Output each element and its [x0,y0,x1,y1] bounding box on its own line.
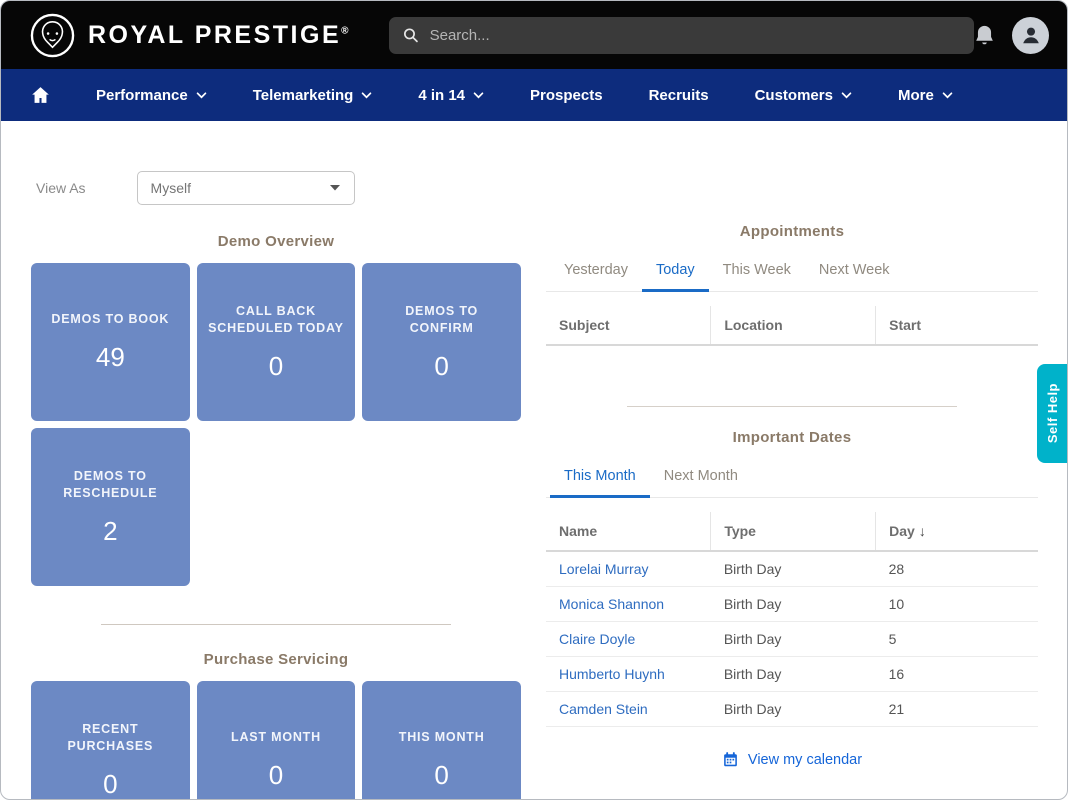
demo-overview-title: Demo Overview [217,233,335,250]
main-nav: Performance Telemarketing 4 in 14 Prospe… [1,69,1067,121]
chevron-down-icon [841,91,852,98]
view-as-row: View As Myself [36,171,1067,205]
column-header-start[interactable]: Start [875,306,1038,346]
contact-link[interactable]: Camden Stein [546,691,711,727]
divider [101,624,451,625]
appointments-title: Appointments [739,223,845,240]
divider [627,406,957,407]
notifications-bell-icon[interactable] [974,24,995,47]
card-this-month[interactable]: THIS MONTH 0 [362,681,521,799]
top-header: ROYAL PRESTIGE® [1,1,1067,69]
demo-overview-cards: DEMOS TO BOOK 49 CALL BACK SCHEDULED TOD… [31,263,521,586]
date-type: Birth Day [710,656,876,692]
search-icon [403,28,418,43]
column-header-day[interactable]: Day ↓ [875,512,1038,552]
date-day: 28 [875,551,1038,587]
important-dates-title: Important Dates [732,429,852,446]
header-actions [974,16,1049,54]
tab-next-month[interactable]: Next Month [663,468,738,484]
tab-next-week[interactable]: Next Week [818,262,890,278]
self-help-tab[interactable]: Self Help [1037,364,1067,463]
sort-descending-icon: ↓ [918,523,926,539]
tab-this-week[interactable]: This Week [722,262,791,278]
view-as-label: View As [36,180,86,196]
card-demos-to-book[interactable]: DEMOS TO BOOK 49 [31,263,190,421]
column-header-subject[interactable]: Subject [546,306,711,346]
person-icon [1022,27,1039,44]
date-day: 21 [875,691,1038,727]
purchase-servicing-cards: RECENT PURCHASES 0 LAST MONTH 0 THIS MON… [31,681,521,799]
user-avatar[interactable] [1012,16,1049,54]
date-type: Birth Day [710,551,876,587]
nav-performance[interactable]: Performance [96,87,207,104]
chevron-down-icon [942,91,953,98]
tab-this-month[interactable]: This Month [550,459,650,498]
card-demos-to-reschedule[interactable]: DEMOS TO RESCHEDULE 2 [31,428,190,586]
chevron-down-icon [196,91,207,98]
important-dates-table: Name Type Day ↓ Lorelai Murray Birth Day … [546,512,1038,727]
view-my-calendar-link[interactable]: View my calendar [546,751,1038,768]
home-icon [32,87,49,103]
purchase-servicing-title: Purchase Servicing [203,651,349,668]
tab-today[interactable]: Today [641,253,709,292]
contact-link[interactable]: Claire Doyle [546,621,711,657]
column-header-name[interactable]: Name [546,512,711,552]
nav-prospects[interactable]: Prospects [530,86,603,104]
card-recent-purchases[interactable]: RECENT PURCHASES 0 [31,681,190,799]
date-type: Birth Day [710,691,876,727]
important-dates-tabs: This Month Next Month [546,459,1038,498]
table-row: Humberto Huynh Birth Day 16 [546,656,1038,692]
registered-mark: ® [341,25,349,37]
right-column: Appointments Yesterday Today This Week N… [546,223,1038,799]
column-header-type[interactable]: Type [710,512,876,552]
table-row: Claire Doyle Birth Day 5 [546,621,1038,657]
brand-title: ROYAL PRESTIGE® [88,20,349,49]
table-row: Lorelai Murray Birth Day 28 [546,551,1038,587]
date-day: 5 [875,621,1038,657]
nav-telemarketing[interactable]: Telemarketing [253,87,373,104]
calendar-icon [724,752,737,767]
nav-recruits[interactable]: Recruits [648,86,709,104]
table-row: Monica Shannon Birth Day 10 [546,586,1038,622]
chevron-down-icon [473,91,484,98]
appointments-table: Subject Location Start [546,306,1038,346]
column-header-location[interactable]: Location [710,306,876,346]
contact-link[interactable]: Monica Shannon [546,586,711,622]
search-input[interactable] [429,26,961,44]
date-day: 10 [875,586,1038,622]
table-row: Camden Stein Birth Day 21 [546,691,1038,727]
contact-link[interactable]: Humberto Huynh [546,656,711,692]
nav-customers[interactable]: Customers [755,87,852,104]
tab-yesterday[interactable]: Yesterday [564,262,628,278]
date-day: 16 [875,656,1038,692]
royal-prestige-lion-logo-icon [30,13,75,57]
card-demos-to-confirm[interactable]: DEMOS TO CONFIRM 0 [362,263,521,421]
appointments-empty-body [546,346,1038,392]
view-as-select[interactable]: Myself [136,171,355,205]
card-last-month[interactable]: LAST MONTH 0 [196,681,356,799]
chevron-down-icon [362,91,372,98]
nav-home[interactable] [31,86,50,104]
global-search[interactable] [388,16,974,54]
appointments-tabs: Yesterday Today This Week Next Week [546,253,1038,292]
card-call-back-scheduled-today[interactable]: CALL BACK SCHEDULED TODAY 0 [196,263,356,421]
date-type: Birth Day [710,621,876,657]
contact-link[interactable]: Lorelai Murray [546,551,711,587]
nav-4-in-14[interactable]: 4 in 14 [418,87,484,104]
left-column: Demo Overview DEMOS TO BOOK 49 CALL BACK… [31,223,521,799]
content-columns: Demo Overview DEMOS TO BOOK 49 CALL BACK… [1,223,1067,799]
chevron-down-icon [329,185,340,191]
date-type: Birth Day [710,586,876,622]
nav-more[interactable]: More [898,87,953,104]
